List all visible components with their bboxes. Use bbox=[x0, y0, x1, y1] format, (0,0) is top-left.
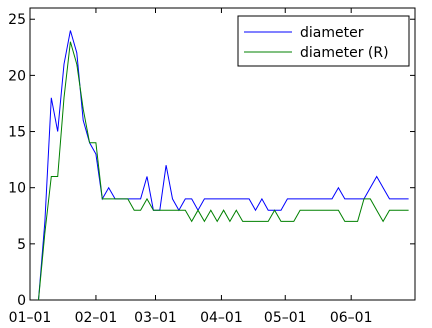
x-tick-label: 05–01 bbox=[264, 310, 307, 326]
y-tick-label: 20 bbox=[8, 68, 26, 84]
x-tick-label: 01–01 bbox=[9, 310, 52, 326]
x-tick-label: 03–01 bbox=[134, 310, 177, 326]
y-tick-label: 15 bbox=[8, 125, 26, 141]
y-tick-label: 10 bbox=[8, 181, 26, 197]
x-tick-label: 06–01 bbox=[330, 310, 373, 326]
y-tick-label: 25 bbox=[8, 12, 26, 28]
legend: diameter diameter (R) bbox=[238, 16, 409, 66]
legend-label-1: diameter bbox=[300, 25, 364, 41]
x-tick-label: 02–01 bbox=[75, 310, 118, 326]
legend-label-2: diameter (R) bbox=[300, 45, 389, 61]
x-tick-label: 04–01 bbox=[200, 310, 243, 326]
y-tick-label: 5 bbox=[17, 237, 26, 253]
y-tick-label: 0 bbox=[17, 293, 26, 309]
